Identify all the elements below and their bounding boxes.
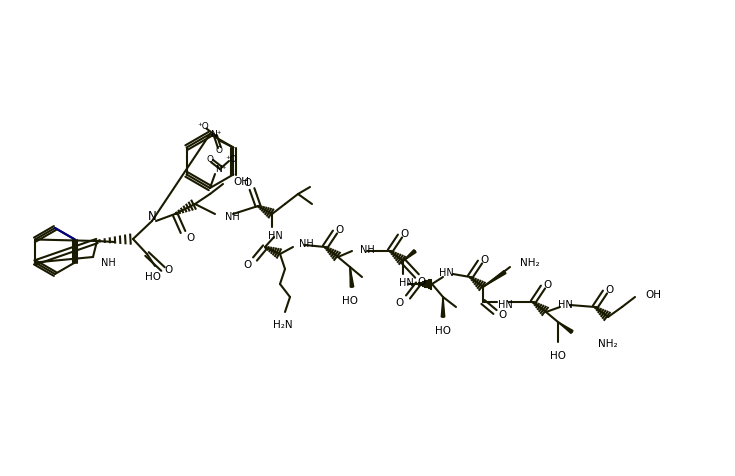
Text: O: O [499,309,507,319]
Text: O: O [216,146,223,155]
Text: ⁺O: ⁺O [225,154,237,163]
Polygon shape [558,322,573,334]
Text: O: O [164,265,172,275]
Text: O: O [243,259,251,269]
Text: HO: HO [435,325,451,335]
Text: O: O [336,225,344,235]
Polygon shape [441,298,445,317]
Text: HO: HO [550,350,566,360]
Text: NH: NH [101,258,115,268]
Text: O: O [606,284,614,294]
Text: HN: HN [268,230,282,240]
Text: O: O [207,154,213,163]
Text: HO: HO [342,296,358,306]
Text: NH: NH [299,238,314,248]
Text: O: O [243,178,251,188]
Text: ⁺O: ⁺O [198,122,209,131]
Text: O: O [481,255,489,265]
Text: OH: OH [233,177,249,187]
Text: HN: HN [498,299,512,309]
Text: N⁺: N⁺ [215,164,227,173]
Polygon shape [483,271,506,288]
Text: HN: HN [398,278,413,288]
Text: N⁺: N⁺ [209,130,221,139]
Text: O: O [186,232,194,242]
Text: H₂N: H₂N [273,319,293,329]
Text: NH: NH [225,211,240,221]
Text: HO: HO [145,271,161,281]
Text: O: O [544,279,552,289]
Polygon shape [350,268,354,288]
Text: O: O [418,277,426,287]
Text: HN: HN [439,268,453,278]
Text: O: O [396,298,404,307]
Text: NH: NH [360,245,375,255]
Polygon shape [403,250,416,261]
Text: NH₂: NH₂ [598,338,618,348]
Text: HN: HN [558,299,573,309]
Text: OH: OH [645,289,661,299]
Text: NH₂: NH₂ [520,258,539,268]
Text: O: O [401,228,409,238]
Text: N: N [148,210,157,223]
